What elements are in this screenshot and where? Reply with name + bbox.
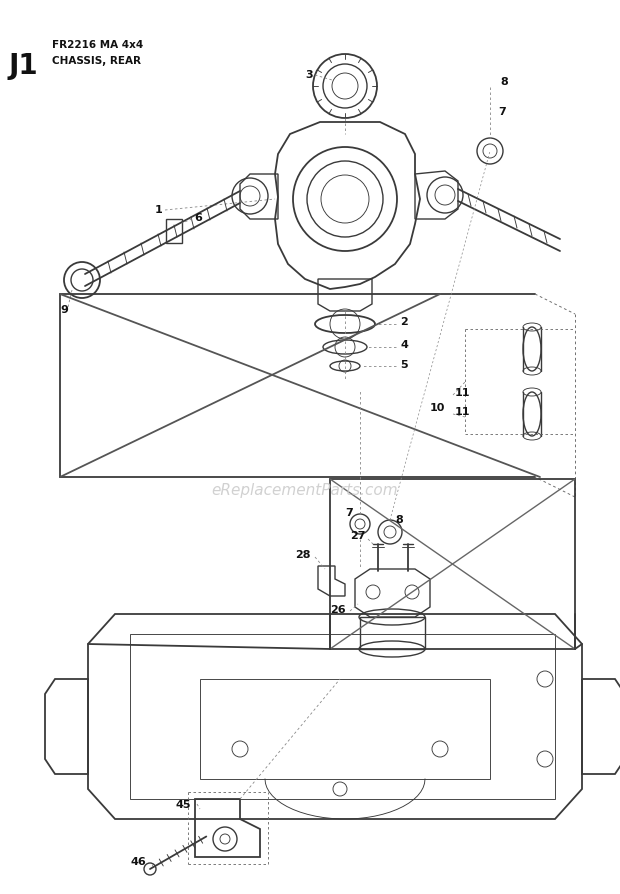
Text: 7: 7 bbox=[498, 107, 506, 117]
Text: 27: 27 bbox=[350, 530, 366, 540]
Text: 26: 26 bbox=[330, 604, 345, 614]
Text: 8: 8 bbox=[395, 514, 403, 525]
Text: 1: 1 bbox=[155, 205, 163, 215]
Text: 3: 3 bbox=[305, 70, 312, 80]
Text: 9: 9 bbox=[60, 305, 68, 315]
Text: J1: J1 bbox=[8, 52, 38, 80]
Text: 28: 28 bbox=[295, 550, 311, 560]
Text: 2: 2 bbox=[400, 316, 408, 326]
Text: 6: 6 bbox=[194, 213, 202, 223]
Text: 8: 8 bbox=[500, 77, 508, 87]
Text: FR2216 MA 4x4: FR2216 MA 4x4 bbox=[52, 40, 143, 50]
Text: 11: 11 bbox=[455, 407, 471, 417]
Text: 45: 45 bbox=[175, 799, 190, 809]
Text: 4: 4 bbox=[400, 340, 408, 350]
Text: 11: 11 bbox=[455, 388, 471, 398]
Text: 46: 46 bbox=[130, 856, 146, 866]
Text: 7: 7 bbox=[345, 508, 353, 518]
Text: 10: 10 bbox=[430, 402, 445, 412]
Text: 5: 5 bbox=[400, 359, 407, 369]
Text: CHASSIS, REAR: CHASSIS, REAR bbox=[52, 56, 141, 66]
Text: eReplacementParts.com: eReplacementParts.com bbox=[211, 482, 398, 497]
